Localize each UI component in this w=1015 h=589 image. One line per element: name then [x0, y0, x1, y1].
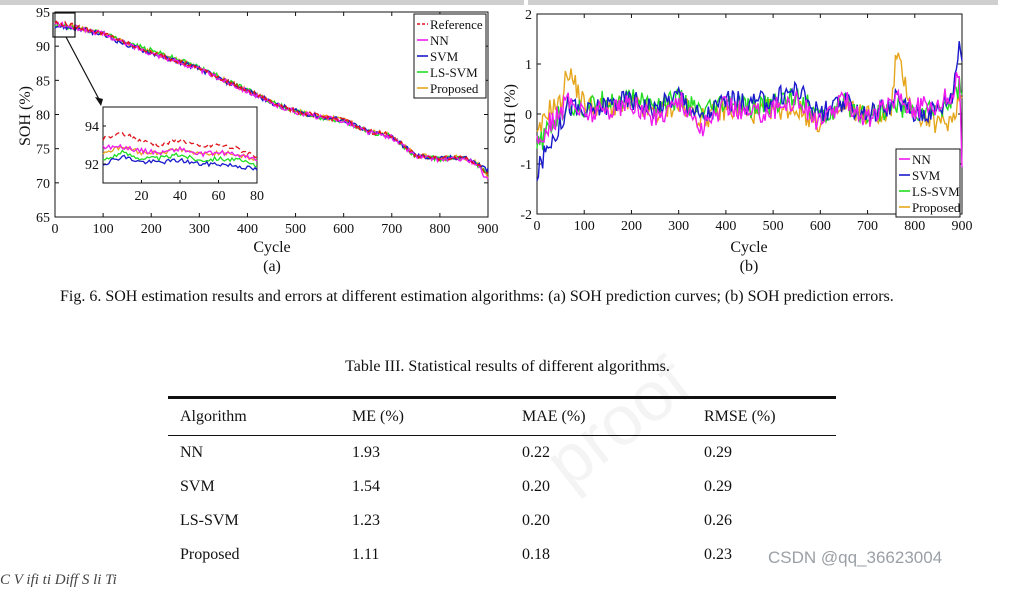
- inset-x-tick-label: 40: [173, 189, 187, 204]
- table-cell: 0.29: [704, 478, 732, 495]
- inset-y-tick-label: 92: [85, 158, 99, 173]
- inset-x-tick-label: 80: [250, 189, 264, 204]
- y-tick-label: 75: [36, 143, 50, 158]
- y-tick-label: 0: [525, 108, 532, 123]
- x-tick-label: 0: [534, 219, 541, 234]
- y-tick-label: 80: [36, 109, 50, 124]
- y-tick-label: 65: [36, 211, 50, 226]
- y-tick-label: -1: [520, 158, 532, 173]
- x-tick-label: 700: [381, 222, 402, 237]
- statistics-table: Algorithm ME (%) MAE (%) RMSE (%) NN 1.9…: [168, 396, 836, 572]
- table-cell: 0.22: [522, 444, 550, 461]
- series-line-svm: [536, 41, 963, 181]
- legend-label: LS-SVM: [430, 65, 478, 80]
- cut-off-heading: C V ifi ti Diff S li Ti: [0, 572, 117, 588]
- inset-series-reference: [102, 131, 258, 159]
- y-tick-label: -2: [520, 208, 532, 223]
- table-cell: 0.26: [704, 512, 732, 529]
- x-tick-label: 900: [478, 222, 499, 237]
- csdn-watermark: CSDN @qq_36623004: [768, 548, 943, 567]
- legend-label: SVM: [430, 49, 459, 64]
- x-tick-label: 300: [668, 219, 689, 234]
- x-tick-label: 700: [857, 219, 878, 234]
- x-tick-label: 100: [93, 222, 114, 237]
- figure-b-ylabel: SOH (%): [502, 84, 519, 144]
- header-me: ME (%): [352, 408, 404, 425]
- inset-series-svm: [102, 154, 258, 171]
- figure-b-soh-errors: 0 100 200 300 400 500 600 700 800 900 -2 -1 0 1 2 NNSV…: [502, 8, 973, 275]
- table-cell: 1.54: [352, 478, 380, 495]
- x-tick-label: 600: [810, 219, 831, 234]
- figure-b-label: (b): [740, 258, 759, 275]
- legend-label: Proposed: [430, 81, 479, 96]
- legend-box: [895, 148, 961, 218]
- figure-a-soh-curves: 0 100 200 300 400 500 600 700 800 900 65 70 75 80 85 90…: [17, 6, 499, 275]
- inset-series-nn: [102, 143, 258, 162]
- x-tick-label: 200: [621, 219, 642, 234]
- y-tick-label: 95: [36, 6, 50, 21]
- legend-label: NN: [912, 152, 931, 167]
- header-algorithm: Algorithm: [180, 408, 247, 425]
- x-tick-label: 300: [189, 222, 210, 237]
- table-row: SVM 1.54 0.20 0.29: [168, 470, 836, 504]
- x-tick-label: 100: [574, 219, 595, 234]
- inset-x-tick-label: 60: [212, 189, 226, 204]
- table-cell: 1.23: [352, 512, 380, 529]
- x-tick-label: 400: [237, 222, 258, 237]
- inset-x-tick-label: 20: [135, 189, 149, 204]
- zoom-arrow: [65, 36, 102, 104]
- legend-label: SVM: [912, 168, 941, 183]
- x-tick-label: 500: [763, 219, 784, 234]
- header-mae: MAE (%): [522, 408, 586, 425]
- inset-series-ls-svm: [102, 149, 258, 168]
- table-caption: Table III. Statistical results of differ…: [345, 358, 670, 375]
- table-cell: SVM: [180, 478, 215, 495]
- y-tick-label: 90: [36, 40, 50, 55]
- x-tick-label: 800: [904, 219, 925, 234]
- zoom-arrowhead: [95, 97, 103, 106]
- figure-a-xlabel: Cycle: [253, 239, 290, 256]
- legend-label: Reference: [430, 17, 483, 32]
- y-tick-label: 2: [525, 8, 532, 23]
- legend-label: NN: [430, 33, 449, 48]
- table-cell: Proposed: [180, 546, 240, 563]
- table-cell: 1.93: [352, 444, 380, 461]
- top-gray-bar: [0, 0, 1015, 6]
- table-row: Proposed 1.11 0.18 0.23: [168, 538, 836, 572]
- table-cell: 0.20: [522, 512, 550, 529]
- table-cell: NN: [180, 444, 204, 461]
- x-tick-label: 500: [285, 222, 306, 237]
- legend-label: Proposed: [912, 200, 961, 215]
- series-line-nn: [536, 71, 963, 168]
- figure-b-xlabel: Cycle: [730, 239, 767, 256]
- x-tick-label: 400: [715, 219, 736, 234]
- figure-caption: Fig. 6. SOH estimation results and error…: [60, 288, 894, 305]
- table-cell: 0.18: [522, 546, 550, 563]
- y-tick-label: 70: [36, 177, 50, 192]
- table-row: NN 1.93 0.22 0.29: [168, 436, 836, 471]
- series-line-reference: [54, 20, 489, 176]
- y-tick-label: 85: [36, 74, 50, 89]
- header-rmse: RMSE (%): [704, 408, 776, 425]
- table-cell: LS-SVM: [180, 512, 239, 529]
- table-header-row: Algorithm ME (%) MAE (%) RMSE (%): [168, 397, 836, 436]
- table-cell: 0.20: [522, 478, 550, 495]
- table-cell: 1.11: [352, 546, 380, 563]
- y-tick-label: 1: [525, 58, 532, 73]
- figure-a-label: (a): [263, 258, 281, 275]
- inset-frame: [102, 106, 258, 184]
- x-tick-label: 0: [52, 222, 59, 237]
- x-tick-label: 800: [429, 222, 450, 237]
- x-tick-label: 600: [333, 222, 354, 237]
- inset-y-tick-label: 94: [85, 120, 99, 135]
- legend-label: LS-SVM: [912, 184, 960, 199]
- table-row: LS-SVM 1.23 0.20 0.26: [168, 504, 836, 538]
- x-tick-label: 900: [952, 219, 973, 234]
- figure-a-ylabel: SOH (%): [17, 86, 34, 146]
- table-cell: 0.29: [704, 444, 732, 461]
- table-cell: 0.23: [704, 546, 732, 563]
- zoom-box: [52, 12, 76, 38]
- x-tick-label: 200: [141, 222, 162, 237]
